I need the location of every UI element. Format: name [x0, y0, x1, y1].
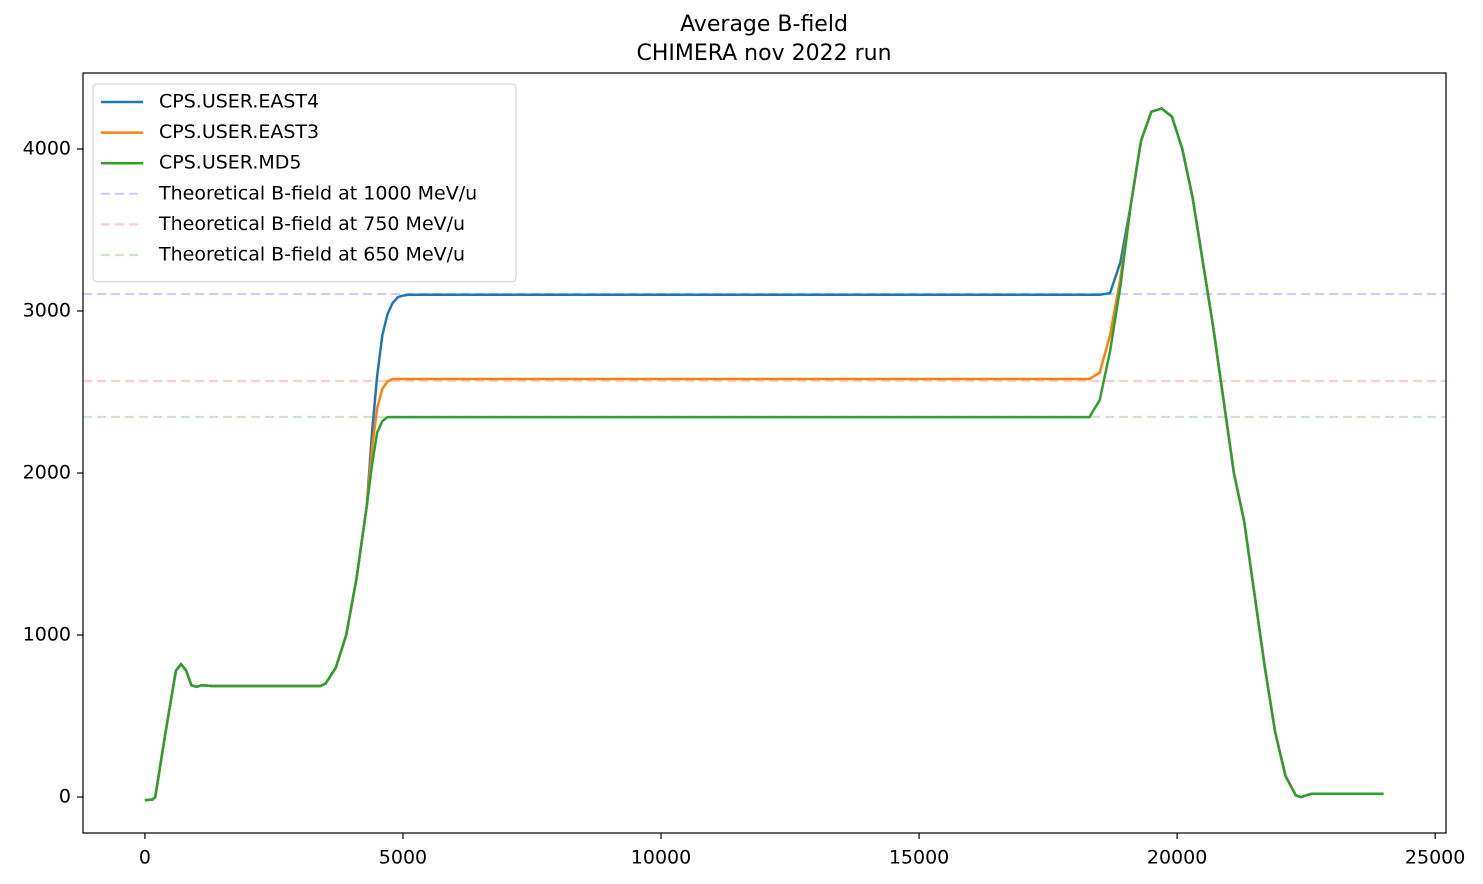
y-tick-label: 3000 [23, 299, 71, 321]
y-tick-label: 2000 [23, 462, 71, 484]
x-tick-label: 20000 [1147, 847, 1207, 869]
legend-label: Theoretical B-field at 1000 MeV/u [158, 182, 477, 204]
y-tick-label: 0 [59, 786, 71, 808]
x-tick-label: 15000 [889, 847, 949, 869]
legend-box [92, 83, 517, 283]
x-tick-label: 25000 [1405, 847, 1465, 869]
chart-title: Average B-field [680, 12, 848, 37]
y-tick-label: 1000 [23, 624, 71, 646]
legend-label: CPS.USER.EAST4 [159, 91, 319, 113]
legend-label: CPS.USER.MD5 [159, 152, 301, 174]
data-line [144, 107, 1384, 802]
x-tick-label: 10000 [631, 847, 691, 869]
y-tick-label: 4000 [23, 137, 71, 159]
plot-frame [82, 72, 1447, 834]
legend-label: Theoretical B-field at 650 MeV/u [158, 244, 465, 266]
legend-label: Theoretical B-field at 750 MeV/u [158, 213, 465, 235]
legend-label: CPS.USER.EAST3 [159, 121, 319, 143]
x-tick-label: 0 [139, 847, 151, 869]
chart-subtitle: CHIMERA nov 2022 run [636, 41, 891, 66]
x-tick-label: 5000 [379, 847, 427, 869]
